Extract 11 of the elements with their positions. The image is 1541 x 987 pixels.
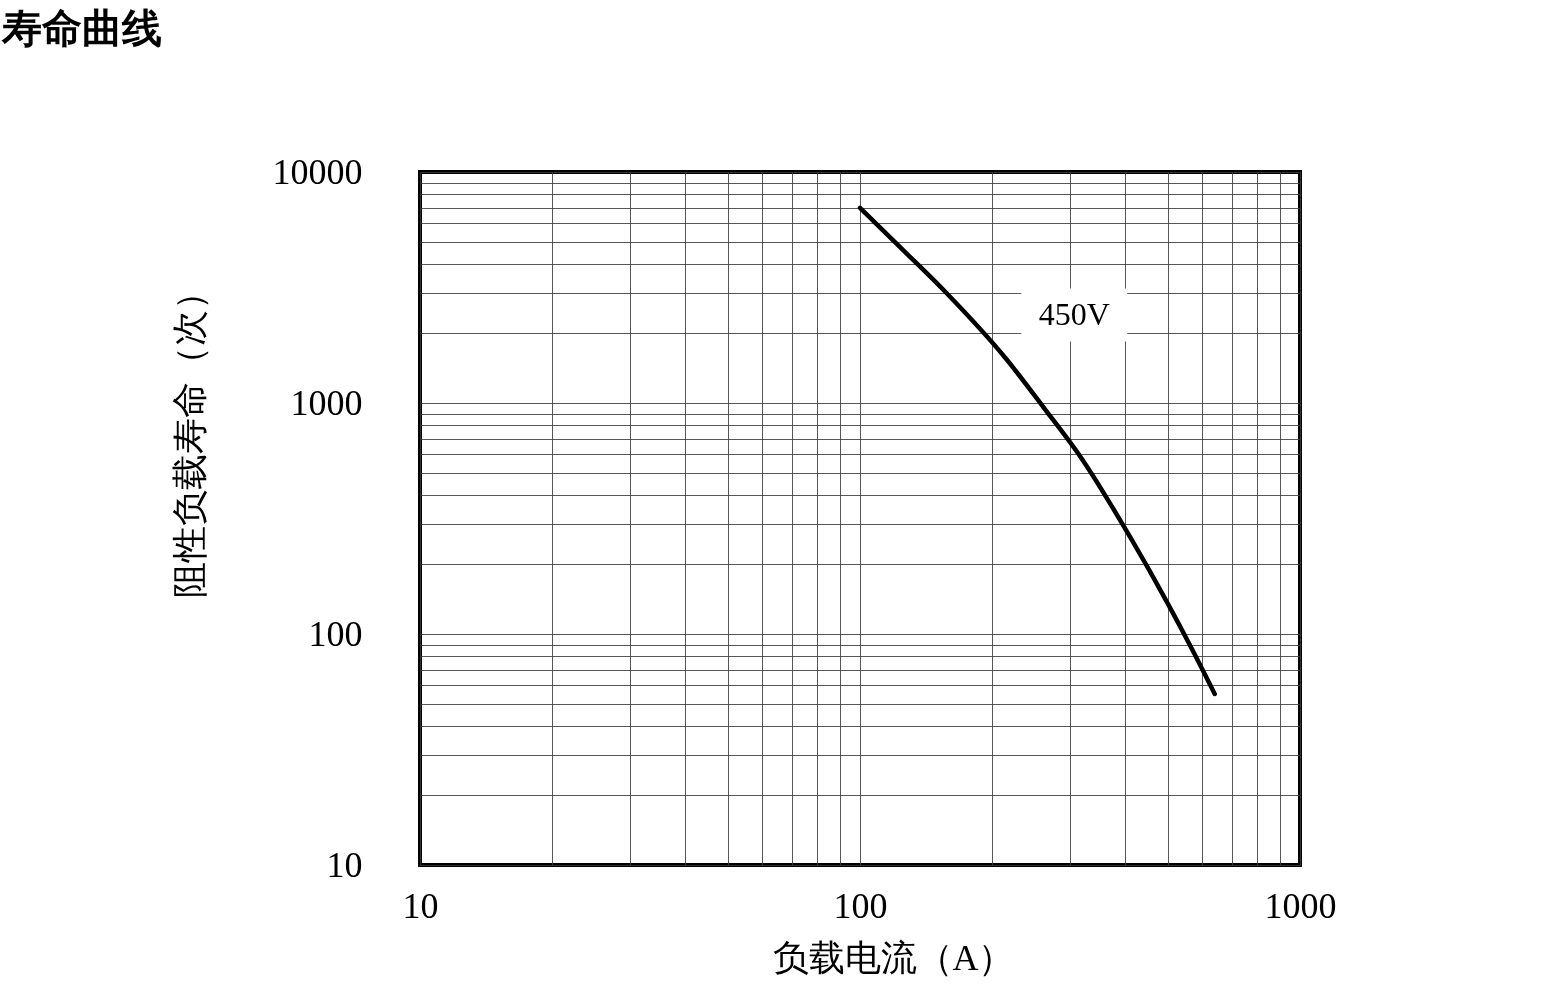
y-tick-label: 10 bbox=[326, 844, 363, 885]
y-tick-label: 10000 bbox=[272, 151, 363, 192]
x-tick-label: 1000 bbox=[1264, 885, 1337, 926]
series-label: 450V bbox=[1038, 296, 1110, 333]
x-tick-label: 100 bbox=[833, 885, 888, 926]
x-axis-title: 负载电流（A） bbox=[772, 937, 1015, 978]
y-tick-label: 100 bbox=[308, 613, 363, 654]
text: 寿命曲线 bbox=[1, 5, 162, 51]
x-tick-label: 10 bbox=[402, 885, 439, 926]
y-tick-label: 1000 bbox=[290, 382, 363, 423]
y-axis-title: 阻性负载寿命（次） bbox=[169, 273, 210, 598]
